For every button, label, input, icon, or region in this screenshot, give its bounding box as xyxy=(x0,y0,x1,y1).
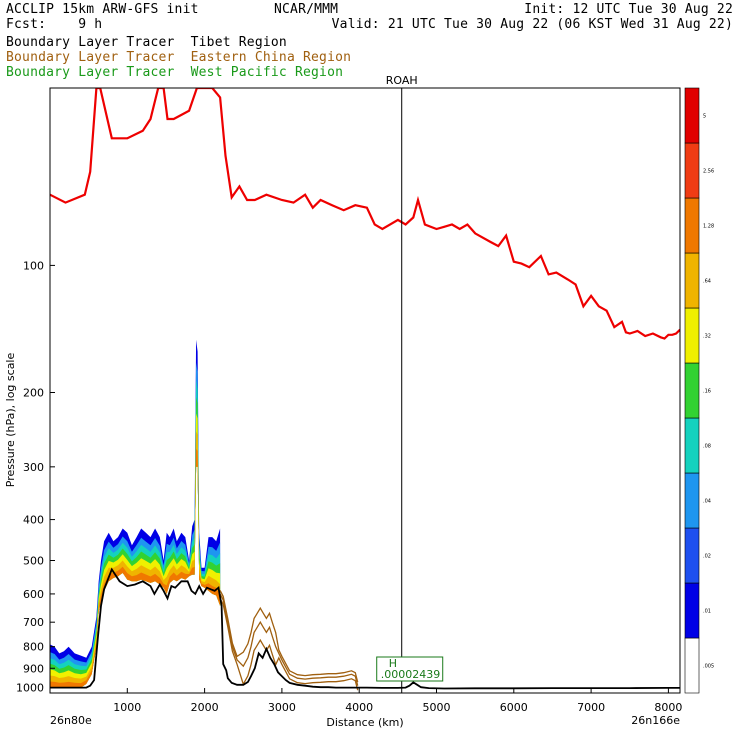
tropopause-line xyxy=(50,88,680,340)
tracer-band xyxy=(50,339,221,688)
forecast-hour-label: Fcst: 9 h xyxy=(6,17,103,32)
x-tick-label: 1000 xyxy=(113,701,141,714)
legend-prefix: Boundary Layer Tracer xyxy=(6,35,175,50)
colorbar-label: 1.28 xyxy=(703,224,714,230)
model-run-label: ACCLIP 15km ARW-GFS init xyxy=(6,2,199,17)
y-tick-label: 1000 xyxy=(16,682,44,695)
colorbar-label: .32 xyxy=(703,334,711,340)
legend-region: West Pacific Region xyxy=(190,65,344,80)
colorbar-segment xyxy=(684,142,700,199)
colorbar-segment xyxy=(684,637,700,694)
colorbar-segment xyxy=(684,252,700,309)
x-tick-label: 5000 xyxy=(423,701,451,714)
eastern-china-contour xyxy=(219,590,359,683)
x-tick-label: 7000 xyxy=(577,701,605,714)
legend-prefix: Boundary Layer Tracer xyxy=(6,50,175,65)
colorbar-label: .64 xyxy=(703,279,711,285)
y-tick-label: 500 xyxy=(23,554,44,567)
y-tick-label: 700 xyxy=(23,616,44,629)
colorbar-label: 5 xyxy=(703,114,706,120)
y-tick-label: 100 xyxy=(23,259,44,272)
y-tick-label: 900 xyxy=(23,662,44,675)
colorbar-label: 2.56 xyxy=(703,169,714,175)
x-tick-label: 4000 xyxy=(345,701,373,714)
y-tick-label: 600 xyxy=(23,588,44,601)
colorbar-label: .02 xyxy=(703,554,711,560)
colorbar: .005 .01 .02 .04 .08 .16 .32 .64 1.28 2.56 5 xyxy=(684,87,714,694)
x-tick-label: 2000 xyxy=(191,701,219,714)
y-tick-label: 300 xyxy=(23,461,44,474)
institution-label: NCAR/MMM xyxy=(274,2,339,17)
high-label-value: .00002439 xyxy=(381,668,441,681)
colorbar-segment xyxy=(684,472,700,529)
plot-frame xyxy=(49,87,681,694)
colorbar-label: .005 xyxy=(703,664,714,670)
high-label-letter: H xyxy=(389,657,397,670)
x-tick-label: 8000 xyxy=(654,701,682,714)
y-axis-title: Pressure (hPa), log scale xyxy=(4,353,17,488)
legend-region: Tibet Region xyxy=(190,35,287,50)
x-tick-label: 3000 xyxy=(268,701,296,714)
left-endpoint-label: 26n80e xyxy=(50,714,92,727)
y-tick-label: 200 xyxy=(23,386,44,399)
x-axis-title: Distance (km) xyxy=(326,716,403,729)
colorbar-label: .01 xyxy=(703,609,711,615)
legend-entry-eastern-china: Boundary Layer Tracer Eastern China Regi… xyxy=(6,50,351,65)
right-endpoint-label: 26n166e xyxy=(631,714,680,727)
colorbar-segment xyxy=(684,582,700,639)
y-tick-label: 800 xyxy=(23,641,44,654)
terrain-line xyxy=(50,567,680,690)
y-tick-label: 400 xyxy=(23,514,44,527)
colorbar-segment xyxy=(684,527,700,584)
colorbar-label: .16 xyxy=(703,389,711,395)
eastern-china-contour xyxy=(219,593,359,686)
colorbar-segment xyxy=(684,417,700,474)
high-label-box xyxy=(376,656,444,682)
legend-prefix: Boundary Layer Tracer xyxy=(6,65,175,80)
legend-entry-west-pacific: Boundary Layer Tracer West Pacific Regio… xyxy=(6,65,343,80)
colorbar-label: .04 xyxy=(703,499,711,505)
legend-entry-tibet: Boundary Layer Tracer Tibet Region xyxy=(6,35,287,50)
plot-area xyxy=(50,88,680,691)
init-time-label: Init: 12 UTC Tue 30 Aug 22 xyxy=(524,2,733,17)
colorbar-segment xyxy=(684,197,700,254)
legend-region: Eastern China Region xyxy=(190,50,352,65)
station-marker-label: ROAH xyxy=(386,74,418,87)
valid-time-label: Valid: 21 UTC Tue 30 Aug 22 (06 KST Wed … xyxy=(331,17,733,32)
colorbar-segment xyxy=(684,87,700,144)
colorbar-segment xyxy=(684,307,700,364)
x-tick-label: 6000 xyxy=(500,701,528,714)
colorbar-segment xyxy=(684,362,700,419)
eastern-china-contour xyxy=(219,598,359,691)
colorbar-label: .08 xyxy=(703,444,711,450)
